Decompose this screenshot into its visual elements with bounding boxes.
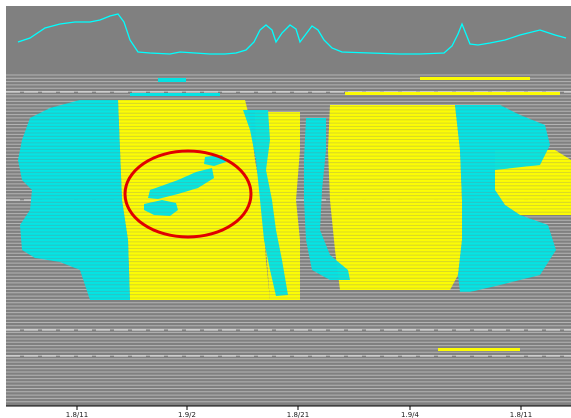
- profile-panel: [17, 13, 567, 55]
- x-tick-label: 1.8/11: [510, 411, 532, 418]
- yellow-top-accent: [420, 77, 530, 80]
- highlight-circle: [123, 149, 253, 239]
- x-tick-label: 1.8/21: [287, 411, 309, 418]
- yellow-top-strip: [345, 92, 560, 95]
- cyan-region-right: [455, 105, 556, 292]
- x-tick-label: 1.9/4: [401, 411, 419, 418]
- x-tick-label: 1.8/11: [66, 411, 88, 418]
- yellow-region-left: [118, 100, 270, 300]
- data-regions: [6, 77, 571, 351]
- cyan-stripe-a: [243, 110, 288, 296]
- x-tick-label: 1.9/2: [178, 411, 196, 418]
- profile-line: [17, 13, 567, 55]
- cyan-stripe-b: [304, 118, 350, 280]
- cyan-top-accent: [158, 78, 186, 82]
- yellow-region-right: [328, 105, 462, 290]
- cyan-region-left: [18, 100, 130, 300]
- cyan-top-strip: [130, 93, 220, 96]
- yellow-bottom-accent: [438, 348, 520, 351]
- cyan-blob-oval: [144, 200, 178, 216]
- x-axis: 1.8/11 1.9/2 1.8/21 1.9/4 1.8/11: [6, 405, 571, 418]
- cyan-blob-diagonal: [148, 168, 214, 199]
